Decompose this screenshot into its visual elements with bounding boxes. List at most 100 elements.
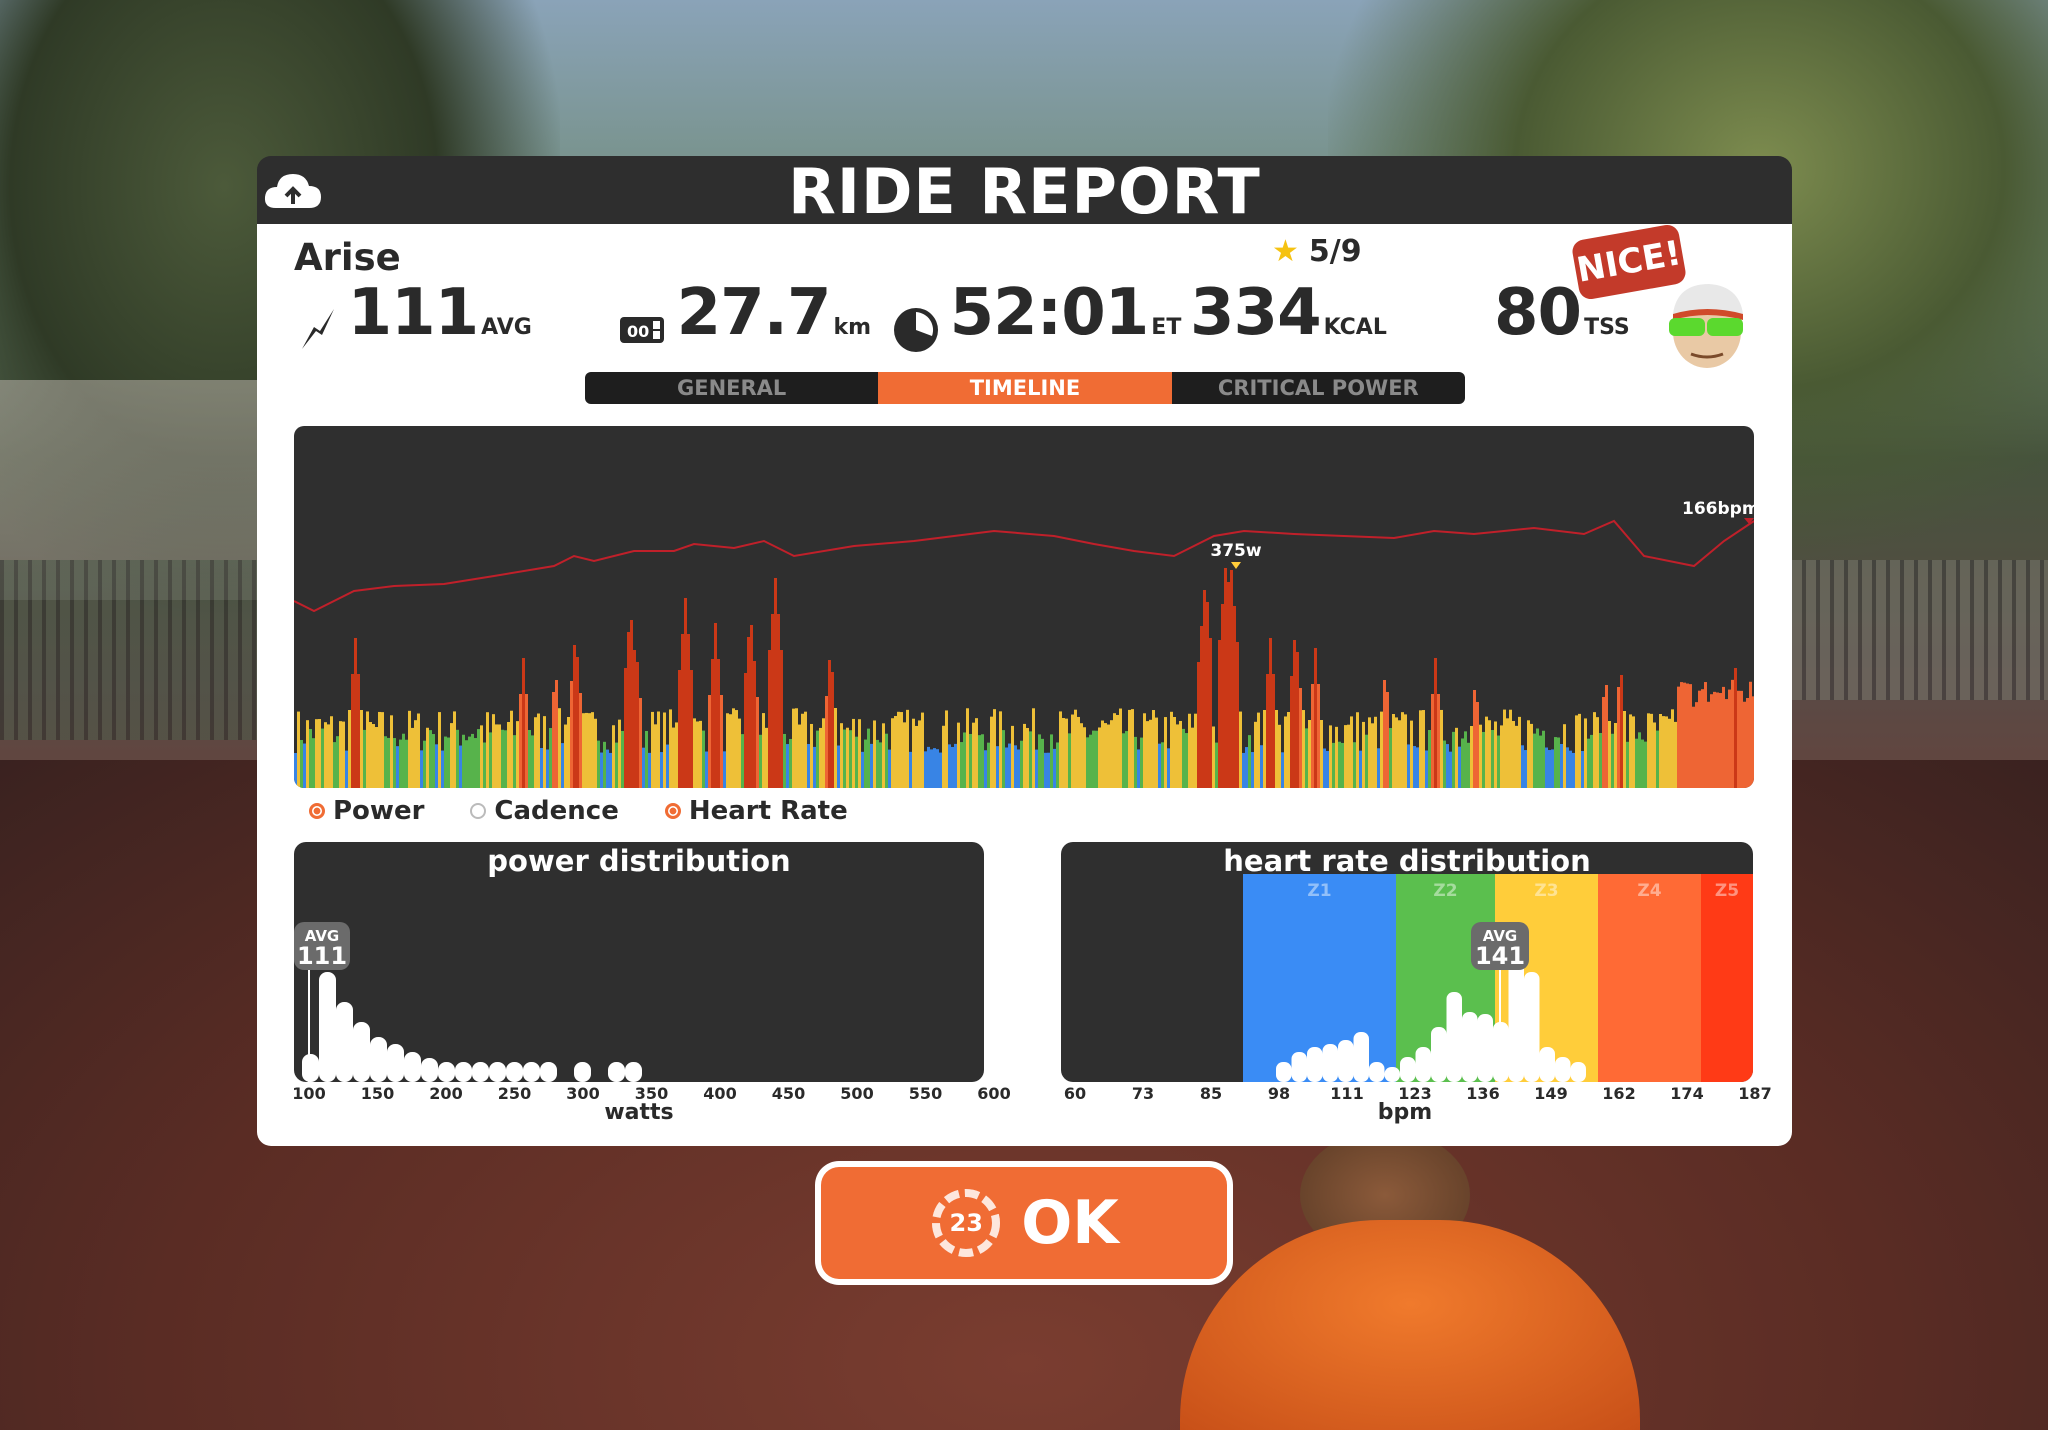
power-bar bbox=[1590, 734, 1593, 788]
power-hist-bar bbox=[387, 1044, 404, 1082]
power-bar bbox=[414, 720, 417, 788]
power-bar bbox=[1062, 718, 1065, 788]
power-hist-bar bbox=[608, 1062, 625, 1082]
power-bar bbox=[501, 729, 504, 788]
power-bar bbox=[888, 749, 891, 788]
power-hist-bar bbox=[506, 1062, 523, 1082]
power-bar bbox=[1281, 752, 1284, 788]
power-bar bbox=[1443, 740, 1446, 788]
power-bar bbox=[1026, 727, 1029, 788]
hr-tick-label: 111 bbox=[1330, 1084, 1364, 1103]
peak-power-label: 375w bbox=[1210, 541, 1261, 561]
hr-tick-label: 162 bbox=[1602, 1084, 1636, 1103]
power-bar bbox=[1275, 710, 1278, 788]
tab-general[interactable]: GENERAL bbox=[677, 376, 787, 400]
power-bar bbox=[735, 710, 738, 788]
ok-button[interactable]: 23 OK bbox=[821, 1167, 1227, 1279]
power-bar bbox=[1530, 723, 1533, 788]
power-bar bbox=[753, 661, 756, 788]
power-bar bbox=[393, 738, 396, 788]
power-bar bbox=[1152, 710, 1155, 788]
legend-heart-rate[interactable]: Heart Rate bbox=[664, 796, 848, 826]
power-hist-bar bbox=[302, 1054, 319, 1082]
power-bar bbox=[1383, 680, 1386, 788]
power-tick-label: 600 bbox=[977, 1084, 1011, 1103]
power-bar bbox=[1218, 640, 1221, 788]
power-bar bbox=[807, 744, 810, 788]
power-bar bbox=[333, 742, 336, 788]
power-bar bbox=[1491, 730, 1494, 788]
power-bar bbox=[483, 742, 486, 788]
power-bar bbox=[1161, 742, 1164, 788]
power-bar bbox=[999, 711, 1002, 788]
power-bar bbox=[1089, 734, 1092, 788]
power-tick-label: 150 bbox=[360, 1084, 395, 1103]
power-bar bbox=[1059, 711, 1062, 788]
hr-avg-line bbox=[1499, 962, 1501, 1082]
power-bar bbox=[918, 720, 921, 788]
cloud-upload-icon[interactable] bbox=[262, 168, 324, 212]
power-bar bbox=[426, 727, 429, 788]
power-bar bbox=[648, 752, 651, 788]
hr-hist-bar bbox=[1353, 1032, 1369, 1082]
power-tick-label: 500 bbox=[840, 1084, 874, 1103]
tab-timeline[interactable]: TIMELINE bbox=[878, 372, 1172, 404]
power-bar bbox=[1410, 720, 1413, 788]
power-bar bbox=[348, 710, 351, 788]
svg-text:00: 00 bbox=[627, 322, 649, 341]
power-bar bbox=[1551, 749, 1554, 788]
power-bar bbox=[1596, 717, 1599, 788]
legend-cadence[interactable]: Cadence bbox=[470, 796, 619, 826]
power-bar bbox=[675, 722, 678, 788]
power-bar bbox=[1557, 737, 1560, 788]
countdown-value: 23 bbox=[949, 1209, 983, 1237]
power-radio-icon[interactable] bbox=[309, 803, 325, 819]
power-bar bbox=[801, 713, 804, 788]
power-bar bbox=[1677, 686, 1680, 788]
power-bar bbox=[1560, 743, 1563, 788]
power-bar bbox=[891, 718, 894, 788]
power-bar bbox=[1269, 638, 1272, 788]
power-bar bbox=[1401, 712, 1404, 788]
power-bar bbox=[1563, 724, 1566, 788]
power-bar bbox=[1008, 743, 1011, 788]
peak-power-marker-icon bbox=[1231, 562, 1241, 569]
power-bar bbox=[477, 729, 480, 788]
power-bar bbox=[420, 750, 423, 788]
cadence-radio-icon[interactable] bbox=[470, 803, 487, 819]
power-bars bbox=[294, 568, 1754, 788]
chart-legend: Power Cadence Heart Rate bbox=[309, 796, 848, 826]
heart-rate-radio-icon[interactable] bbox=[664, 803, 681, 819]
star-icon: ★ bbox=[1272, 234, 1299, 269]
power-bar bbox=[1632, 716, 1635, 788]
power-hist-bar bbox=[421, 1058, 438, 1082]
power-bar bbox=[354, 638, 357, 788]
tab-critical-power[interactable]: CRITICAL POWER bbox=[1217, 376, 1419, 400]
power-bar bbox=[1359, 750, 1362, 788]
legend-power[interactable]: Power bbox=[309, 796, 424, 826]
hr-hist-bar bbox=[1446, 992, 1462, 1082]
power-bar bbox=[1593, 712, 1596, 788]
power-bar bbox=[804, 711, 807, 788]
power-bar bbox=[1698, 690, 1701, 788]
power-bar bbox=[1584, 718, 1587, 788]
power-bar bbox=[1737, 690, 1740, 788]
power-bar bbox=[1581, 751, 1584, 788]
power-bar bbox=[1158, 743, 1161, 788]
power-bar bbox=[636, 662, 639, 788]
power-bar bbox=[405, 739, 408, 788]
power-bar bbox=[1449, 751, 1452, 788]
power-bar bbox=[945, 710, 948, 788]
hr-hist-bar bbox=[1462, 1012, 1478, 1082]
hr-tick-label: 60 bbox=[1063, 1084, 1087, 1103]
power-bar bbox=[633, 650, 636, 788]
hr-tick-label: 174 bbox=[1670, 1084, 1704, 1103]
power-bar bbox=[1413, 746, 1416, 788]
power-bar bbox=[1386, 692, 1389, 788]
power-bar bbox=[852, 718, 855, 788]
power-bar bbox=[411, 727, 414, 788]
power-bar bbox=[1731, 679, 1734, 788]
power-bar bbox=[1191, 727, 1194, 788]
power-bar bbox=[564, 724, 567, 788]
power-bar bbox=[702, 730, 705, 788]
